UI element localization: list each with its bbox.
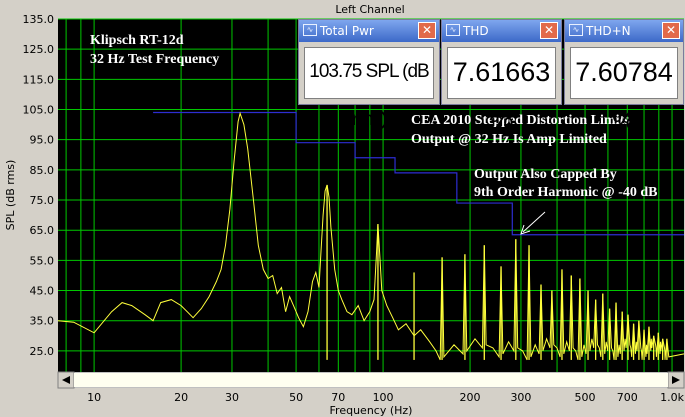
thd-value: 7.61663 %: [447, 47, 556, 135]
x-tick-label: 30: [225, 391, 239, 404]
waveform-icon: ∿: [303, 24, 317, 36]
close-icon[interactable]: ✕: [540, 22, 558, 39]
y-tick-label: 35.0: [30, 315, 55, 328]
x-axis-ticks: 10 20 30 50 70 100 200 300 500 700 1.0k: [87, 391, 684, 404]
total-power-value: 103.75 SPL (dB rms): [304, 47, 434, 130]
total-power-title: Total Pwr: [320, 24, 374, 38]
x-tick-label: 500: [575, 391, 596, 404]
cea-limit-steps: [153, 111, 684, 236]
cea-limits-annotation: CEA 2010 Stepped Distortion Limits: [411, 113, 630, 128]
y-tick-label: 55.0: [30, 254, 55, 267]
y-tick-label: 95.0: [30, 134, 55, 147]
x-tick-label: 300: [510, 391, 531, 404]
y-tick-label: 85.0: [30, 164, 55, 177]
arrow-right-icon: [672, 376, 680, 384]
thd-n-title: THD+N: [586, 24, 631, 38]
thd-n-meter[interactable]: ∿ THD+N ✕ 7.60784 %: [564, 19, 684, 135]
total-power-meter[interactable]: ∿ Total Pwr ✕ 103.75 SPL (dB rms): [298, 19, 440, 130]
y-tick-label: 115.0: [23, 73, 55, 86]
test-frequency-annotation: 32 Hz Test Frequency: [90, 52, 219, 67]
total-power-titlebar[interactable]: ∿ Total Pwr ✕: [299, 20, 439, 42]
waveform-icon: ∿: [569, 24, 583, 36]
close-icon[interactable]: ✕: [662, 22, 680, 39]
scrollbar-thumb[interactable]: [74, 373, 668, 387]
thd-n-value: 7.60784 %: [570, 47, 678, 135]
y-tick-label: 25.0: [30, 345, 55, 358]
x-tick-label: 70: [331, 391, 345, 404]
x-tick-label: 100: [373, 391, 394, 404]
thd-meter[interactable]: ∿ THD ✕ 7.61663 %: [441, 19, 562, 135]
y-tick-label: 125.0: [23, 43, 55, 56]
thd-titlebar[interactable]: ∿ THD ✕: [442, 20, 561, 42]
y-tick-label: 105.0: [23, 104, 55, 117]
arrow-left-icon: [62, 376, 70, 384]
x-tick-label: 10: [87, 391, 101, 404]
x-axis-label: Frequency (Hz): [330, 404, 413, 417]
chart-title: Left Channel: [335, 3, 404, 16]
x-tick-label: 700: [617, 391, 638, 404]
thd-title: THD: [463, 24, 489, 38]
waveform-icon: ∿: [446, 24, 460, 36]
arrow-head-icon: [520, 224, 531, 235]
capped-annotation: Output Also Capped By: [474, 167, 617, 182]
arrow-icon: [522, 211, 546, 233]
limit-step-line: [153, 111, 684, 236]
y-tick-label: 75.0: [30, 194, 55, 207]
y-tick-label: 65.0: [30, 224, 55, 237]
amp-limited-annotation: Output @ 32 Hz Is Amp Limited: [411, 132, 607, 147]
close-icon[interactable]: ✕: [418, 22, 436, 39]
x-tick-label: 1.0k: [660, 391, 684, 404]
harmonic-peaks: [326, 184, 668, 360]
x-tick-label: 20: [174, 391, 188, 404]
y-tick-label: 45.0: [30, 285, 55, 298]
y-axis-ticks: 25.0 35.0 45.0 55.0 65.0 75.0 85.0 95.0 105.0 115…: [23, 13, 55, 358]
x-tick-label: 50: [289, 391, 303, 404]
harmonic-annotation: 9th Order Harmonic @ -40 dB: [474, 185, 657, 200]
y-tick-label: 135.0: [23, 13, 55, 26]
thd-n-titlebar[interactable]: ∿ THD+N ✕: [565, 20, 683, 42]
y-axis-label: SPL (dB rms): [4, 160, 17, 231]
x-tick-label: 200: [460, 391, 481, 404]
speaker-annotation: Klipsch RT-12d: [90, 33, 184, 48]
spectrum-trace: [57, 111, 685, 361]
